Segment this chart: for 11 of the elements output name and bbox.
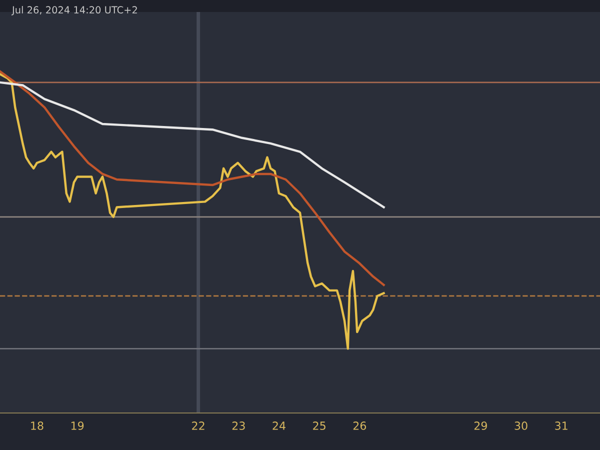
x-tick-label: 30 [514, 422, 528, 430]
x-tick-label: 19 [71, 422, 84, 430]
x-tick-label: 25 [313, 422, 326, 430]
x-tick-label: 26 [353, 422, 366, 430]
x-tick-label: 22 [192, 422, 204, 430]
x-tick-label: 23 [232, 422, 245, 430]
x-tick-label: 18 [31, 422, 44, 430]
x-tick-label: 31 [555, 422, 568, 430]
x-tick-label: 24 [272, 422, 286, 430]
text: Jul 26, 2024 14:20 UTC+2 [11, 6, 137, 16]
x-tick-label: 29 [474, 422, 487, 430]
